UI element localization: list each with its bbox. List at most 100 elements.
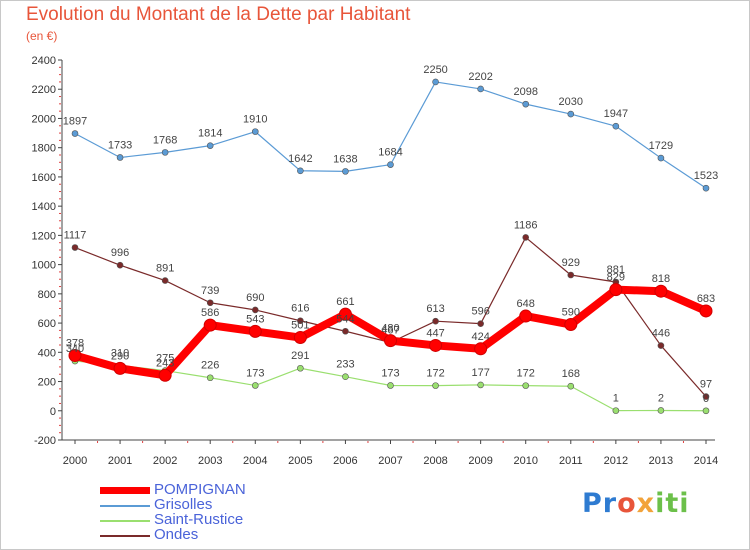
data-point [297, 167, 304, 175]
data-label: 683 [697, 293, 715, 305]
data-label: 1729 [649, 140, 673, 152]
data-point [477, 381, 484, 389]
chart-subtitle: (en €) [26, 29, 58, 43]
x-tick-label: 2006 [333, 455, 357, 467]
data-label: 661 [336, 296, 354, 308]
data-label: 739 [201, 285, 219, 297]
proxiti-logo: Proxiti [582, 488, 690, 519]
data-label: 0 [703, 393, 709, 405]
data-point [522, 382, 530, 389]
data-label: 996 [111, 247, 129, 259]
data-point [522, 100, 530, 108]
data-point [477, 320, 484, 327]
data-label: 1814 [198, 128, 222, 140]
y-tick-label: -200 [34, 435, 56, 447]
data-label: 340 [66, 343, 84, 355]
data-point [522, 234, 530, 241]
y-tick-label: 1200 [32, 230, 56, 242]
data-label: 233 [336, 359, 354, 371]
data-point [113, 361, 127, 375]
y-tick-label: 1800 [32, 143, 56, 155]
data-label: 1897 [63, 116, 87, 128]
data-label: 1733 [108, 139, 132, 151]
data-point [116, 261, 124, 269]
data-label: 243 [156, 357, 174, 369]
data-label: 177 [471, 367, 489, 379]
data-point [519, 309, 533, 323]
data-label: 2098 [513, 86, 537, 98]
data-label: 2030 [559, 96, 583, 108]
data-label: 226 [201, 360, 219, 372]
data-point [657, 342, 665, 349]
data-point [609, 283, 623, 297]
data-point [654, 284, 668, 298]
data-label: 97 [700, 379, 712, 391]
data-label: 1684 [378, 147, 402, 159]
data-label: 2250 [423, 64, 447, 76]
data-point [702, 393, 710, 400]
data-label: 829 [607, 272, 625, 284]
data-label: 424 [471, 331, 489, 343]
y-tick-label: 1400 [32, 201, 56, 213]
data-label: 648 [517, 298, 535, 310]
x-tick-label: 2001 [108, 455, 132, 467]
data-label: 173 [246, 367, 264, 379]
data-point [297, 364, 304, 372]
data-point [612, 122, 620, 130]
data-point [429, 338, 443, 352]
data-label: 616 [291, 303, 309, 315]
data-point [612, 407, 620, 414]
data-label: 590 [562, 307, 580, 319]
data-label: 1768 [153, 134, 177, 146]
data-label: 501 [291, 320, 309, 332]
data-point [342, 168, 349, 175]
data-point [68, 349, 82, 363]
data-label: 173 [381, 367, 399, 379]
y-tick-label: 600 [38, 318, 56, 330]
legend-label: Grisolles [154, 496, 213, 513]
x-tick-label: 2014 [694, 455, 718, 467]
data-point [567, 271, 575, 279]
data-label: 1 [613, 393, 619, 405]
data-point [432, 382, 439, 389]
data-point [564, 318, 578, 332]
x-tick-label: 2007 [378, 455, 402, 467]
data-label: 467 [381, 325, 399, 337]
data-point [251, 306, 259, 314]
data-point [384, 334, 397, 348]
y-tick-label: 0 [50, 406, 56, 418]
data-label: 1910 [243, 114, 267, 126]
data-point [71, 244, 79, 251]
y-tick-label: 400 [38, 347, 56, 359]
y-tick-label: 1000 [32, 260, 56, 272]
data-label: 1638 [333, 153, 357, 165]
data-label: 544 [336, 313, 354, 325]
y-tick-label: 800 [38, 289, 56, 301]
data-point [297, 317, 304, 325]
data-label: 291 [291, 350, 309, 362]
data-label: 586 [201, 307, 219, 319]
data-point [116, 154, 124, 161]
x-tick-label: 2008 [423, 455, 447, 467]
data-label: 172 [426, 368, 444, 380]
data-point [699, 304, 713, 318]
y-tick-label: 2200 [32, 84, 56, 96]
data-label: 690 [246, 292, 264, 304]
data-point [387, 382, 394, 389]
x-tick-label: 2000 [63, 455, 87, 467]
data-point [474, 342, 488, 356]
data-point [657, 154, 665, 162]
x-tick-label: 2011 [559, 455, 583, 467]
data-label: 881 [607, 264, 625, 276]
x-tick-label: 2013 [649, 455, 673, 467]
legend-swatch [100, 535, 150, 537]
legend-swatch [100, 505, 150, 507]
y-tick-label: 2400 [32, 55, 56, 67]
data-label: 290 [111, 350, 129, 362]
data-label: 168 [562, 368, 580, 380]
data-label: 891 [156, 263, 174, 275]
legend-label: POMPIGNAN [154, 481, 246, 498]
data-point [387, 161, 394, 168]
